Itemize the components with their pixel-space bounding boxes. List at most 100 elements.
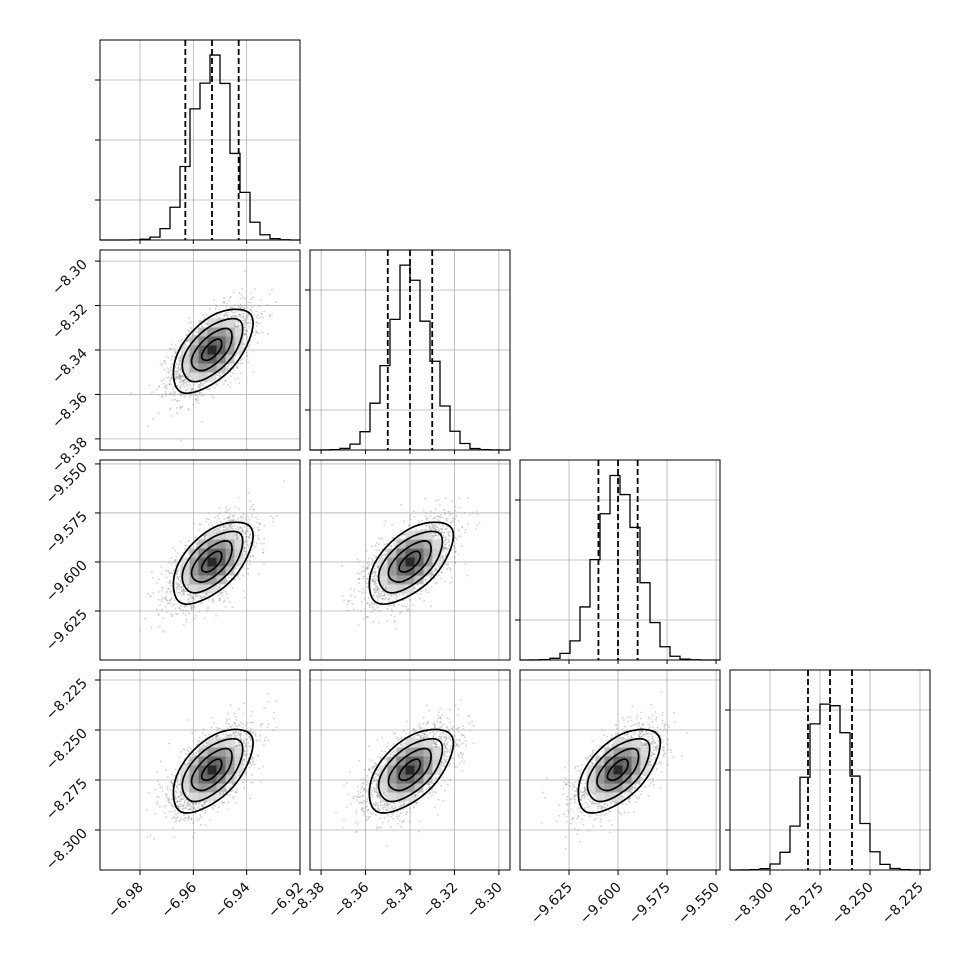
sample-point [175,407,178,409]
sample-point [165,384,168,387]
sample-point [228,517,231,519]
sample-point [437,499,440,501]
sample-point [246,354,249,357]
sample-point [166,590,168,592]
sample-point [173,355,176,358]
sample-point [246,541,249,543]
sample-point [248,518,251,521]
sample-point [432,537,435,540]
sample-point [234,536,237,538]
sample-point [167,588,170,590]
sample-point [270,515,272,518]
sample-point [184,343,187,346]
sample-point [178,363,181,366]
sample-point [130,392,133,395]
sample-point [160,586,163,588]
sample-point [400,534,403,537]
sample-point [203,617,206,620]
sample-point [433,512,435,514]
sample-point [243,590,245,592]
sample-point [245,333,247,335]
sample-point [179,591,182,594]
sample-point [181,382,184,384]
sample-point [225,305,228,308]
sample-point [193,522,196,525]
sample-point [255,324,258,327]
sample-point [173,385,176,388]
sample-point [168,602,170,604]
sample-point [256,518,259,521]
sample-point [258,305,260,308]
sample-point [238,305,240,308]
sample-point [248,535,251,537]
histogram-step [519,474,721,661]
histogram-step [100,54,301,241]
sample-point [192,403,195,406]
sample-point [208,307,211,310]
sample-point [174,379,177,381]
sample-point [229,519,231,522]
sample-point [212,524,214,527]
sample-point [256,320,258,323]
sample-point [169,378,172,381]
sample-point [251,554,254,557]
sample-point [178,584,181,587]
sample-point [190,609,193,611]
sample-point [228,299,231,302]
sample-point [194,394,197,396]
sample-point [256,331,258,334]
sample-point [185,544,188,547]
sample-point [164,392,167,395]
sample-point [228,601,231,604]
sample-point [454,509,457,512]
sample-point [236,575,239,578]
sample-point [249,508,252,510]
sample-point [171,393,174,396]
sample-point [196,332,199,334]
sample-point [184,606,186,608]
sample-point [176,576,179,579]
sample-point [228,512,231,515]
sample-point [245,324,247,326]
scatter-panel-2-1 [309,459,511,661]
sample-point [253,547,256,550]
sample-point [457,535,460,538]
sample-point [223,315,226,317]
sample-point [238,314,241,317]
sample-point [182,383,185,386]
sample-point [257,314,259,316]
sample-point [260,313,263,315]
sample-point [151,570,153,573]
sample-point [249,559,251,562]
sample-point [187,408,190,411]
sample-point [232,314,234,317]
sample-point [268,293,271,295]
sample-point [271,520,274,523]
sample-point [207,605,210,608]
sample-point [224,524,227,527]
sample-point [232,516,235,518]
sample-point [163,597,166,600]
sample-point [167,356,170,359]
sample-point [183,378,186,380]
sample-point [178,399,181,402]
sample-point [192,332,194,335]
sample-point [226,316,229,319]
sample-point [283,480,286,483]
sample-point [204,536,207,539]
sample-point [259,523,262,525]
sample-point [179,608,182,611]
sample-point [244,597,246,599]
sample-point [172,569,175,572]
sample-point [182,590,185,592]
sample-point [451,512,454,515]
sample-point [187,329,190,331]
sample-point [237,322,240,324]
sample-point [229,375,232,378]
sample-point [427,591,430,593]
sample-point [189,593,192,596]
sample-point [235,534,238,537]
sample-point [174,549,177,552]
sample-point [176,583,179,586]
sample-point [232,372,234,375]
